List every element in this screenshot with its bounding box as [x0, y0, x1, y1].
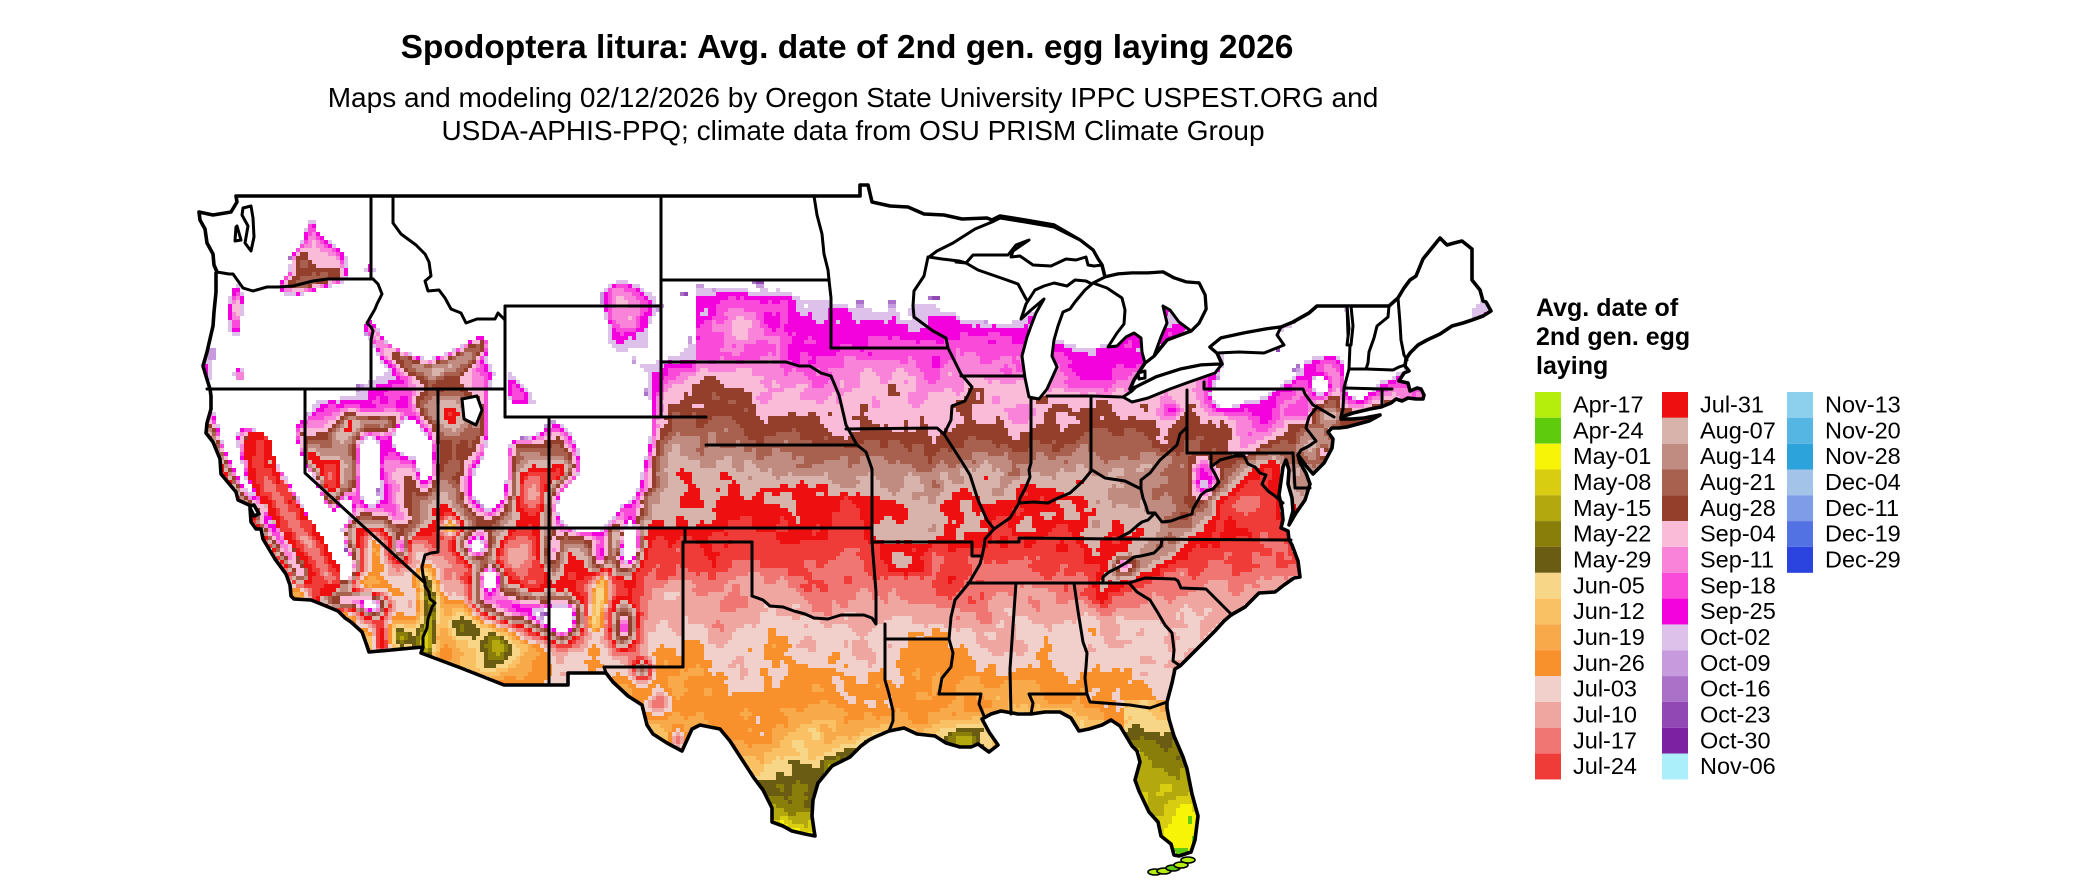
svg-text:Jun-12: Jun-12 — [1573, 598, 1645, 624]
svg-text:Jul-24: Jul-24 — [1573, 753, 1637, 779]
svg-text:Sep-25: Sep-25 — [1700, 598, 1776, 624]
svg-text:Jun-19: Jun-19 — [1573, 624, 1645, 650]
svg-text:Maps and modeling 02/12/2026 b: Maps and modeling 02/12/2026 by Oregon S… — [328, 82, 1379, 113]
svg-text:Dec-29: Dec-29 — [1825, 547, 1901, 573]
svg-text:USDA-APHIS-PPQ; climate data f: USDA-APHIS-PPQ; climate data from OSU PR… — [441, 115, 1264, 146]
svg-text:Jun-05: Jun-05 — [1573, 572, 1645, 598]
svg-text:Aug-14: Aug-14 — [1700, 443, 1776, 469]
svg-text:Dec-19: Dec-19 — [1825, 521, 1901, 547]
svg-text:May-15: May-15 — [1573, 495, 1651, 521]
svg-text:Oct-16: Oct-16 — [1700, 676, 1771, 702]
svg-text:Sep-18: Sep-18 — [1700, 572, 1776, 598]
svg-text:Nov-20: Nov-20 — [1825, 417, 1901, 443]
svg-text:May-01: May-01 — [1573, 443, 1651, 469]
svg-text:Aug-21: Aug-21 — [1700, 469, 1776, 495]
svg-text:Jul-17: Jul-17 — [1573, 727, 1637, 753]
svg-text:Jul-10: Jul-10 — [1573, 702, 1637, 728]
svg-text:May-08: May-08 — [1573, 469, 1651, 495]
svg-text:Aug-07: Aug-07 — [1700, 417, 1776, 443]
svg-text:Dec-04: Dec-04 — [1825, 469, 1901, 495]
svg-text:Nov-13: Nov-13 — [1825, 392, 1901, 418]
svg-text:Apr-17: Apr-17 — [1573, 392, 1644, 418]
svg-text:May-29: May-29 — [1573, 547, 1651, 573]
svg-text:Avg. date of: Avg. date of — [1536, 294, 1679, 322]
svg-text:Nov-28: Nov-28 — [1825, 443, 1901, 469]
svg-text:May-22: May-22 — [1573, 521, 1651, 547]
svg-text:Oct-09: Oct-09 — [1700, 650, 1771, 676]
svg-text:Oct-02: Oct-02 — [1700, 624, 1771, 650]
svg-text:Sep-11: Sep-11 — [1700, 547, 1774, 573]
svg-text:laying: laying — [1536, 352, 1608, 380]
svg-text:Aug-28: Aug-28 — [1700, 495, 1776, 521]
svg-text:Dec-11: Dec-11 — [1825, 495, 1899, 521]
svg-text:Nov-06: Nov-06 — [1700, 753, 1776, 779]
svg-text:2nd gen. egg: 2nd gen. egg — [1536, 323, 1690, 351]
svg-text:Apr-24: Apr-24 — [1573, 417, 1644, 443]
svg-text:Oct-23: Oct-23 — [1700, 702, 1771, 728]
svg-text:Oct-30: Oct-30 — [1700, 727, 1771, 753]
svg-text:Sep-04: Sep-04 — [1700, 521, 1776, 547]
svg-text:Spodoptera litura: Avg. date o: Spodoptera litura: Avg. date of 2nd gen.… — [401, 29, 1294, 66]
svg-text:Jul-31: Jul-31 — [1700, 392, 1764, 418]
svg-text:Jun-26: Jun-26 — [1573, 650, 1645, 676]
svg-text:Jul-03: Jul-03 — [1573, 676, 1637, 702]
